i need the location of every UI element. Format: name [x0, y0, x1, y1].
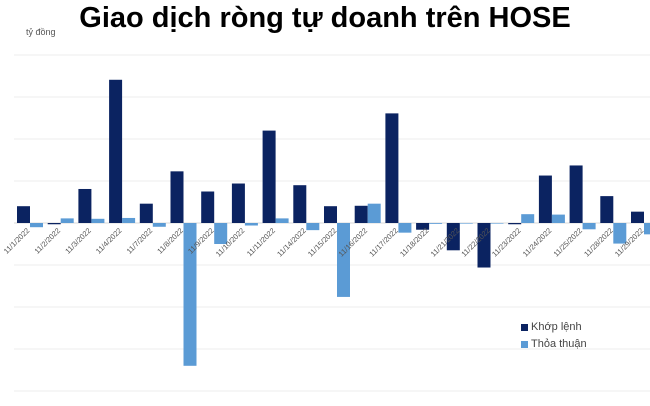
x-tick-label: 11/2/2022: [33, 226, 63, 256]
legend-label: Khớp lệnh: [531, 321, 582, 333]
legend-label: Thỏa thuận: [531, 338, 587, 350]
bar-khop-lenh: [262, 130, 276, 223]
x-tick-label: 11/4/2022: [94, 226, 124, 256]
bar-khop-lenh: [109, 79, 123, 223]
legend-swatch: [521, 323, 528, 331]
bar-khop-lenh: [78, 188, 92, 223]
bar-khop-lenh: [170, 171, 184, 223]
y-axis-unit-label: tỷ đồng: [26, 27, 56, 37]
bar-khop-lenh: [139, 203, 153, 223]
bar-khop-lenh: [324, 206, 337, 223]
bar-thoa-thuan: [91, 218, 105, 223]
bar-khop-lenh: [354, 205, 368, 223]
bar-thoa-thuan: [60, 218, 74, 223]
x-tick-label: 11/28/2022: [582, 226, 615, 259]
bar-khop-lenh: [477, 223, 491, 268]
x-tick-label: 11/11/2022: [245, 226, 277, 258]
bar-khop-lenh: [201, 191, 215, 223]
bar-khop-lenh: [293, 185, 307, 223]
bar-thoa-thuan: [275, 218, 289, 223]
bar-khop-lenh: [538, 175, 552, 223]
bar-thoa-thuan: [306, 223, 320, 231]
bar-khop-lenh: [508, 223, 522, 225]
bar-thoa-thuan: [490, 223, 504, 224]
bar-thoa-thuan: [398, 223, 412, 233]
bar-thoa-thuan: [521, 214, 535, 223]
bar-thoa-thuan: [152, 223, 166, 227]
bar-khop-lenh: [385, 113, 399, 223]
x-tick-label: 11/8/2022: [155, 226, 185, 256]
bar-khop-lenh: [569, 165, 583, 223]
x-tick-label: 11/23/2022: [490, 226, 523, 259]
x-tick-label: 11/15/2022: [306, 226, 339, 259]
bar-thoa-thuan: [30, 223, 43, 228]
bar-khop-lenh: [631, 211, 644, 223]
bar-khop-lenh: [416, 223, 430, 230]
bar-thoa-thuan: [551, 214, 565, 223]
x-tick-label: 11/7/2022: [125, 226, 155, 256]
legend-item-khop-lenh: Khớp lệnh: [521, 321, 582, 333]
bar-khop-lenh: [600, 196, 614, 223]
legend-item-thoa-thuan: Thỏa thuận: [521, 338, 587, 350]
bar-thoa-thuan: [214, 223, 228, 244]
bar-thoa-thuan: [367, 203, 381, 223]
legend-swatch: [521, 340, 528, 348]
bar-thoa-thuan: [582, 223, 596, 230]
bar-thoa-thuan: [644, 223, 650, 235]
x-tick-label: 11/17/2022: [367, 226, 400, 259]
bar-thoa-thuan: [244, 223, 258, 226]
bar-khop-lenh: [231, 183, 245, 223]
bar-khop-lenh: [17, 206, 30, 223]
bar-thoa-thuan: [613, 223, 627, 244]
bar-khop-lenh: [446, 223, 460, 251]
bar-thoa-thuan: [183, 223, 197, 366]
bar-thoa-thuan: [122, 217, 136, 223]
x-tick-label: 11/14/2022: [275, 226, 308, 259]
bar-thoa-thuan: [429, 223, 443, 224]
chart-title: Giao dịch ròng tự doanh trên HOSE: [79, 2, 571, 34]
x-tick-label: 11/1/2022: [2, 226, 32, 256]
bar-thoa-thuan: [337, 223, 350, 297]
x-tick-label: 11/25/2022: [551, 226, 584, 259]
x-tick-label: 11/3/2022: [63, 226, 93, 256]
x-tick-label: 11/24/2022: [521, 226, 554, 259]
bar-thoa-thuan: [459, 223, 473, 224]
bar-khop-lenh: [47, 223, 61, 225]
